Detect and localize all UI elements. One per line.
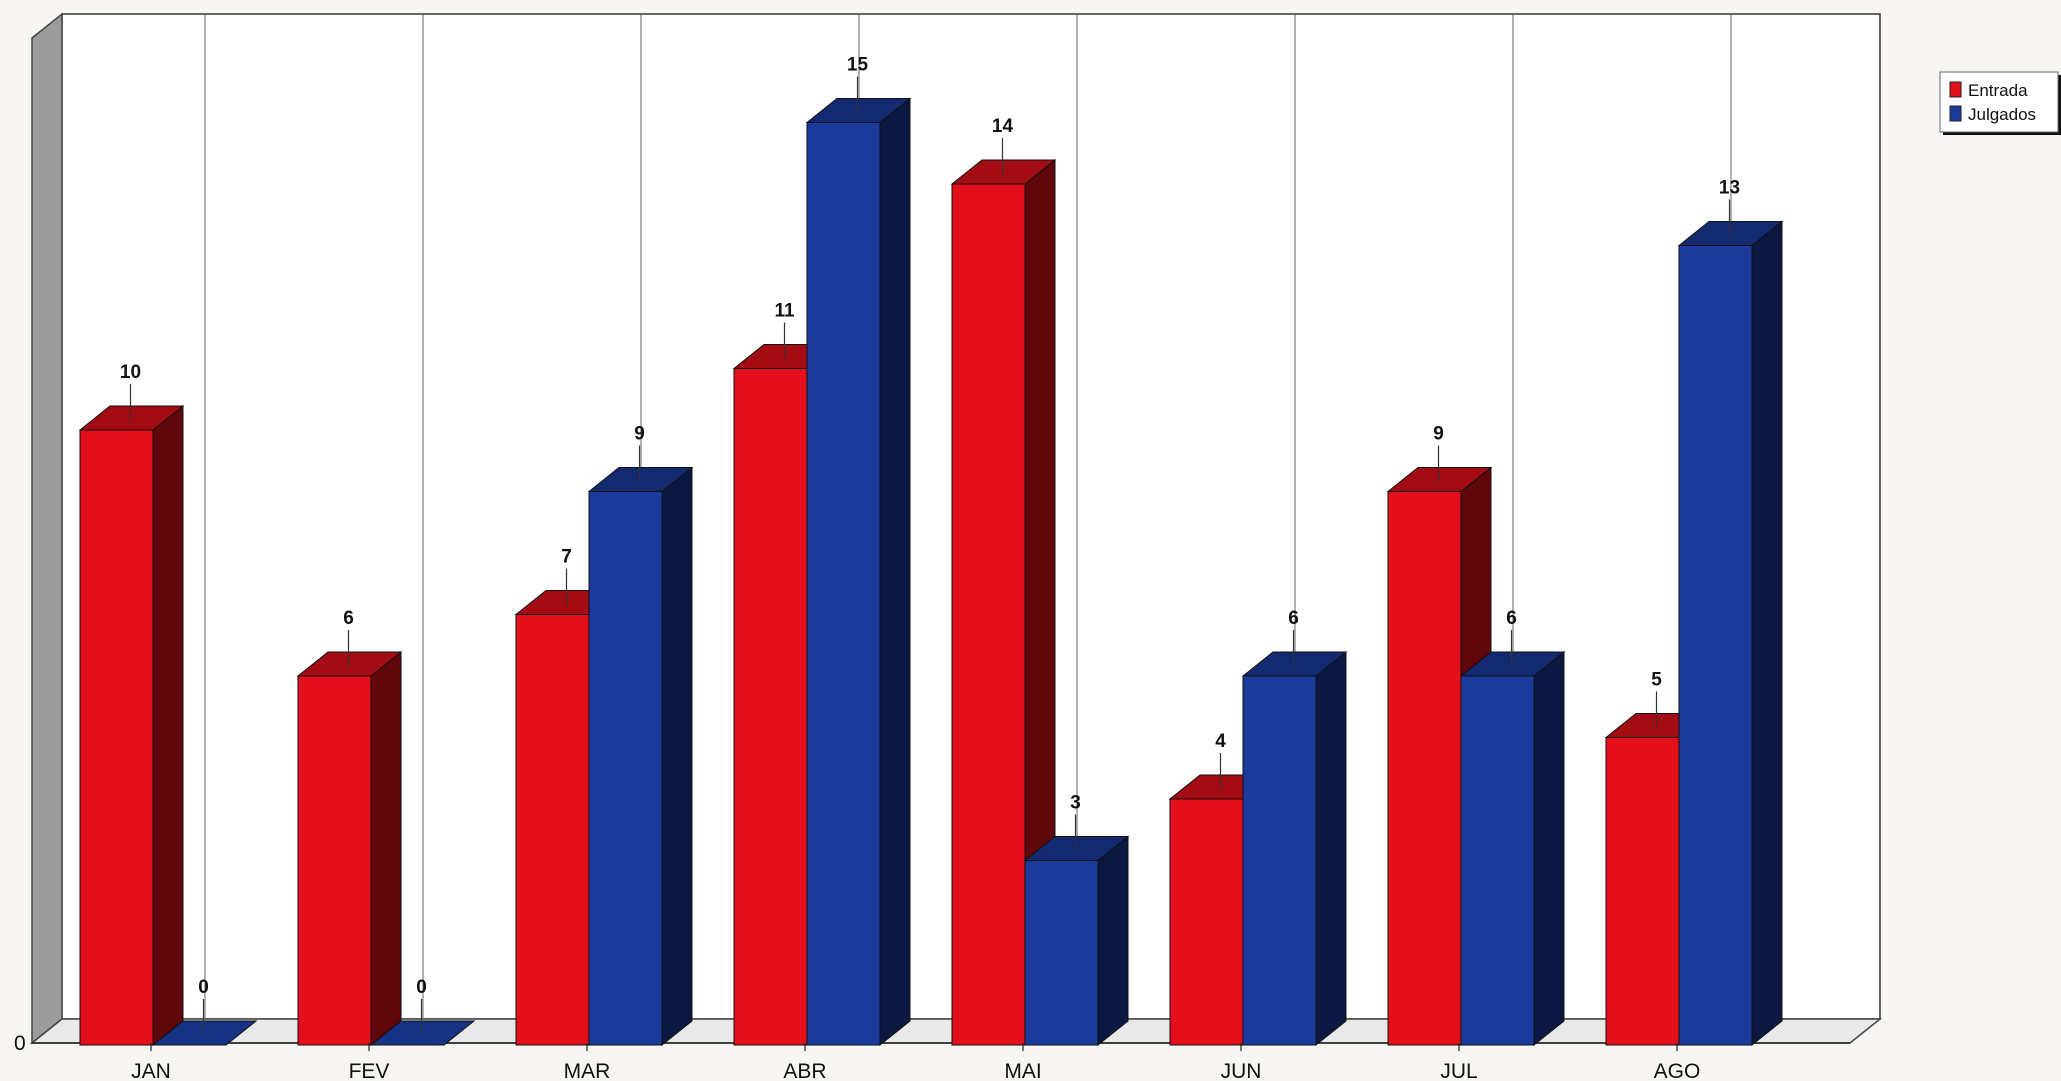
bar-entrada-mai: 14: [950, 116, 1057, 1047]
value-label: 4: [1215, 731, 1226, 752]
bar-front: [1460, 675, 1535, 1046]
legend-label-julgados: Julgados: [1968, 105, 2036, 124]
bar-julgados-mar: 9: [587, 424, 694, 1047]
bar-front: [588, 491, 663, 1046]
bar-julgados-jul: 6: [1459, 608, 1566, 1047]
bar-side: [661, 466, 693, 1047]
bar-front: [515, 614, 590, 1046]
value-label: 6: [1288, 608, 1299, 629]
legend-label-entrada: Entrada: [1968, 81, 2028, 100]
value-label: 10: [120, 362, 141, 383]
bar-entrada-jan: 10: [78, 362, 185, 1047]
value-label: 14: [992, 116, 1014, 137]
x-axis-ticks: JAN FEV MAR ABR MAI JUN JUL AGO: [131, 1043, 1700, 1081]
bar-front: [806, 122, 881, 1046]
bar-side: [1533, 650, 1565, 1047]
bar-julgados-jan: 0: [151, 977, 258, 1046]
bar-side: [1315, 650, 1347, 1047]
bar-front: [1605, 737, 1680, 1046]
bar-front: [297, 675, 372, 1046]
value-label: 15: [847, 55, 869, 76]
x-tick-label: ABR: [783, 1060, 826, 1081]
bar-front: [1678, 245, 1753, 1046]
value-label: 0: [416, 977, 427, 998]
value-label: 9: [1433, 424, 1444, 445]
bar-front: [733, 368, 808, 1046]
legend: Entrada Julgados: [1939, 71, 2061, 135]
value-label: 0: [198, 977, 209, 998]
value-label: 9: [634, 424, 645, 445]
side-wall: [31, 12, 63, 1045]
bar-top: [151, 1020, 258, 1046]
bar-side: [1751, 220, 1783, 1047]
bar-front: [1242, 675, 1317, 1046]
bar-front: [1387, 491, 1462, 1046]
x-tick-label: JAN: [131, 1060, 171, 1081]
bar-side: [1097, 835, 1129, 1047]
bar-julgados-ago: 13: [1677, 178, 1784, 1047]
x-tick-label: MAI: [1004, 1060, 1041, 1081]
bars-layer: 10 0 6 0 7 9 11 15 14 3 4 6 9 6 5 13: [78, 55, 1784, 1047]
value-label: 11: [774, 301, 795, 322]
value-label: 6: [343, 608, 354, 629]
bar-side: [370, 650, 402, 1047]
value-label: 13: [1719, 178, 1740, 199]
bar-julgados-abr: 15: [805, 55, 912, 1047]
bar-side: [152, 404, 184, 1047]
y-tick-label: 0: [14, 1032, 26, 1055]
bar-julgados-fev: 0: [369, 977, 476, 1046]
value-label: 7: [561, 547, 572, 568]
x-tick-label: JUN: [1221, 1060, 1262, 1081]
bar-julgados-jun: 6: [1241, 608, 1348, 1047]
bar-front: [1169, 798, 1244, 1046]
value-label: 6: [1506, 608, 1517, 629]
bar-top: [369, 1020, 476, 1046]
bar-front: [79, 429, 154, 1046]
bar-entrada-fev: 6: [296, 608, 403, 1047]
x-tick-label: FEV: [349, 1060, 390, 1081]
bar-front: [951, 183, 1026, 1046]
x-tick-label: JUL: [1440, 1060, 1477, 1081]
x-tick-label: AGO: [1654, 1060, 1701, 1081]
bar-julgados-mai: 3: [1023, 793, 1130, 1047]
legend-swatch-julgados: [1949, 105, 1962, 122]
value-label: 5: [1651, 670, 1662, 691]
bar-front: [1024, 860, 1099, 1046]
bar-side: [879, 97, 911, 1047]
x-tick-label: MAR: [564, 1060, 611, 1081]
legend-swatch-entrada: [1949, 81, 1962, 98]
value-label: 3: [1070, 793, 1081, 814]
